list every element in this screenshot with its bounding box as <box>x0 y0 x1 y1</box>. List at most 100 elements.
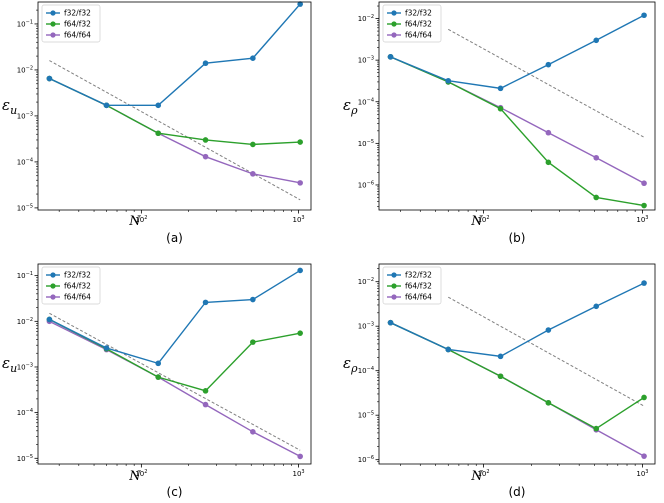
data-point-f32-f32 <box>545 327 552 333</box>
y-tick-label: 10−5 <box>17 203 33 212</box>
legend-label: f64/f64 <box>405 293 432 302</box>
panel-caption: (d) <box>509 485 526 499</box>
legend-label: f64/f32 <box>64 20 91 29</box>
legend-label: f64/f32 <box>405 20 432 29</box>
series-line-f64-f32 <box>49 318 301 392</box>
data-point-f64-f64 <box>297 180 303 186</box>
series-line-f64-f64 <box>49 77 301 184</box>
x-tick-label: 103 <box>636 469 648 478</box>
data-point-f32-f32 <box>202 299 209 306</box>
y-tick-label: 10−3 <box>358 322 374 331</box>
data-point-f64-f32 <box>545 399 552 406</box>
y-tick-label: 10−5 <box>17 454 33 463</box>
series-line-f64-f64 <box>390 56 645 184</box>
data-point-f64-f64 <box>641 180 647 187</box>
legend-marker <box>50 10 56 16</box>
data-point-f64-f32 <box>593 194 600 201</box>
data-point-f32-f32 <box>497 353 504 360</box>
legend: f32/f32 f64/f32 f64/f64 <box>41 266 101 305</box>
data-point-f64-f32 <box>250 141 256 148</box>
data-point-f64-f64 <box>593 154 600 161</box>
legend-label: f32/f32 <box>405 9 432 18</box>
data-point-f32-f32 <box>103 102 110 109</box>
data-point-f32-f32 <box>155 360 162 367</box>
data-point-f32-f32 <box>445 77 452 84</box>
data-point-f64-f32 <box>641 202 647 209</box>
legend-marker <box>50 283 56 289</box>
y-axis-label: εu <box>2 96 17 117</box>
data-point-f64-f32 <box>545 159 552 166</box>
legend-label: f64/f64 <box>64 31 91 40</box>
x-axis-label: N <box>470 469 483 484</box>
series-line-f32-f32 <box>49 3 301 107</box>
legend-label: f64/f32 <box>64 282 91 291</box>
y-axis-label: εu <box>2 354 17 375</box>
y-axis-label: ερ <box>343 96 358 117</box>
data-point-f64-f32 <box>155 130 162 137</box>
legend-marker <box>391 283 397 289</box>
data-point-f64-f32 <box>297 139 303 145</box>
y-tick-label: 10−6 <box>358 455 374 464</box>
data-point-f64-f32 <box>497 105 504 112</box>
data-point-f32-f32 <box>545 61 552 68</box>
legend: f32/f32 f64/f32 f64/f64 <box>41 4 101 43</box>
legend-box <box>382 266 442 305</box>
legend-marker <box>50 32 56 38</box>
data-point-f32-f32 <box>387 319 394 326</box>
legend-label: f32/f32 <box>64 9 91 18</box>
y-tick-label: 10−2 <box>17 65 33 74</box>
data-point-f64-f32 <box>202 137 209 143</box>
series-line-f32-f32 <box>390 14 645 90</box>
data-point-f32-f32 <box>387 54 394 60</box>
legend-marker <box>391 21 397 27</box>
data-point-f64-f64 <box>250 429 256 435</box>
legend: f32/f32 f64/f32 f64/f64 <box>382 266 442 305</box>
minor-ticks <box>36 277 292 466</box>
y-tick-label: 10−4 <box>17 408 33 417</box>
y-tick-label: 10−5 <box>358 139 374 148</box>
chart-panel-a: 102 103 10−5 10−4 10−3 10−2 10−1 f32/f32 f64/f32… <box>2 1 312 245</box>
y-axis-label: ερ <box>343 354 358 375</box>
data-point-f64-f64 <box>641 453 647 459</box>
series-line-f64-f32 <box>49 77 301 146</box>
series-line-f64-f64 <box>49 320 301 458</box>
data-point-f32-f32 <box>46 316 53 323</box>
legend-marker <box>50 294 56 300</box>
x-tick-label: 103 <box>636 215 648 224</box>
data-point-f32-f32 <box>593 303 600 310</box>
legend-box <box>382 4 442 43</box>
series-line-f64-f32 <box>390 56 645 207</box>
data-point-f64-f64 <box>545 129 552 136</box>
y-tick-label: 10−4 <box>358 366 374 375</box>
data-point-f32-f32 <box>641 280 647 286</box>
y-tick-label: 10−4 <box>17 157 33 166</box>
x-axis-label: N <box>128 469 141 484</box>
legend-box <box>41 4 101 43</box>
y-tick-label: 10−3 <box>17 111 33 120</box>
panel-caption: (a) <box>166 231 183 245</box>
legend-marker <box>391 272 397 278</box>
data-point-f32-f32 <box>297 1 303 7</box>
plot-frame <box>37 263 312 465</box>
legend-label: f32/f32 <box>405 271 432 280</box>
panel-caption: (c) <box>167 485 183 499</box>
legend-label: f64/f64 <box>405 31 432 40</box>
y-tick-label: 10−1 <box>17 271 33 280</box>
data-point-f32-f32 <box>497 85 504 92</box>
legend-box <box>41 266 101 305</box>
data-point-f32-f32 <box>641 12 647 19</box>
x-tick-label: 102 <box>135 215 147 224</box>
y-tick-label: 10−2 <box>358 14 374 23</box>
data-point-f64-f32 <box>497 373 504 380</box>
x-tick-label: 103 <box>292 469 304 478</box>
reference-slope-line <box>49 60 301 201</box>
data-point-f64-f64 <box>297 453 303 460</box>
legend-marker <box>391 10 397 16</box>
chart-panel-b: 102 103 10−6 10−5 10−4 10−3 10−2 f32/f32 f64/f32… <box>343 1 656 245</box>
legend-marker <box>391 32 397 38</box>
data-point-f64-f64 <box>250 171 256 177</box>
x-axis-label: N <box>470 214 483 229</box>
data-point-f64-f64 <box>202 153 209 160</box>
data-point-f32-f32 <box>445 346 452 353</box>
